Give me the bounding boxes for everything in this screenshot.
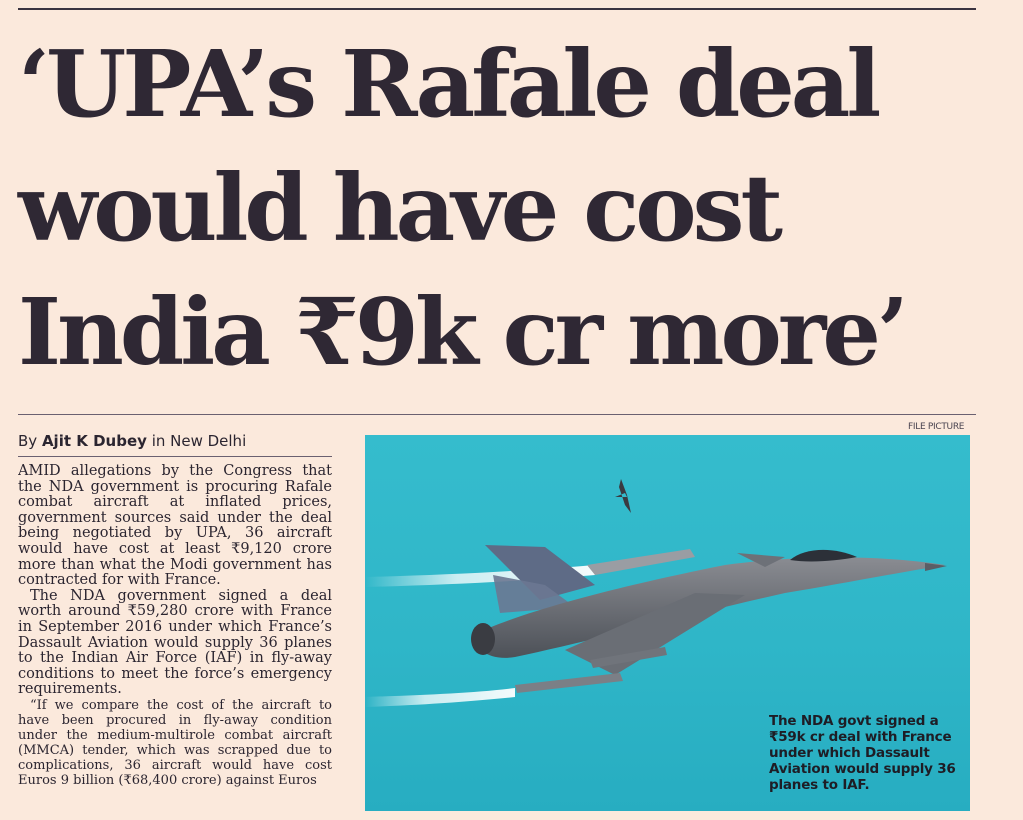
article-body: AMID allegations by the Congress that th… <box>18 464 332 820</box>
top-rule <box>18 8 976 10</box>
photo-caption: The NDA govt signed a ₹59k cr deal with … <box>769 713 956 793</box>
jet-wing-missile <box>587 549 695 575</box>
headline: ‘UPA’s Rafale deal would have cost India… <box>18 22 1008 394</box>
article-paragraph-3: “If we compare the cost of the aircraft … <box>18 697 332 788</box>
headline-line-1: ‘UPA’s Rafale deal <box>18 30 881 138</box>
byline-author: Ajit K Dubey <box>41 432 147 450</box>
fighter-jet-illustration <box>365 479 947 707</box>
bird-silhouette <box>615 479 631 513</box>
jet-engine-nozzle <box>471 623 495 655</box>
photo-credit: FILE PICTURE <box>908 422 965 432</box>
jet-tail-fin <box>485 545 595 600</box>
jet-canopy <box>790 549 857 562</box>
byline-prefix: By <box>18 432 38 450</box>
headline-line-3: India ₹9k cr more’ <box>18 278 909 386</box>
byline-location: in New Delhi <box>151 432 247 450</box>
article-paragraph-1: AMID allegations by the Congress that th… <box>18 464 332 589</box>
jet-photo: The NDA govt signed a ₹59k cr deal with … <box>365 435 970 811</box>
article-paragraph-2: The NDA government signed a deal worth a… <box>18 587 332 698</box>
headline-line-2: would have cost <box>18 154 783 262</box>
jet-missile-lower <box>515 673 623 693</box>
headline-rule <box>18 414 976 415</box>
byline: By Ajit K Dubey in New Delhi <box>18 432 246 450</box>
jet-main-wing <box>565 593 745 675</box>
byline-rule <box>18 456 332 457</box>
smoke-trail-lower <box>365 688 515 707</box>
